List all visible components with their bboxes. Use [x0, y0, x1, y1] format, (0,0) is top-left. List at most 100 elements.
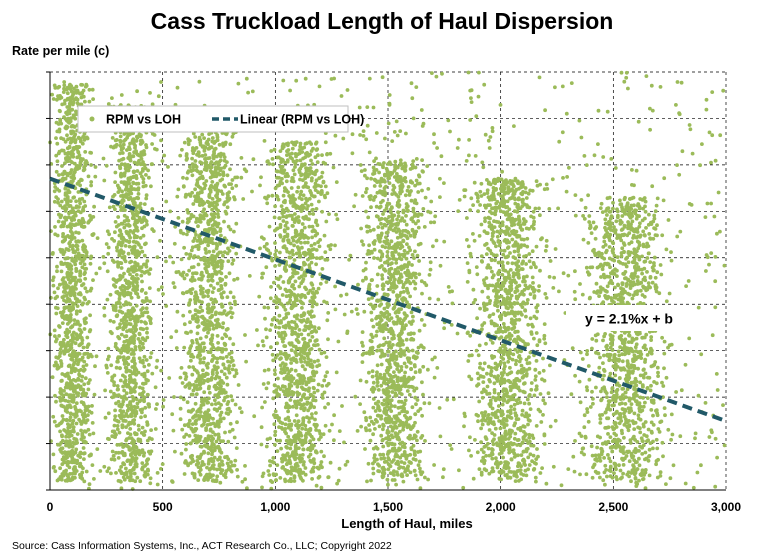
scatter-point [178, 406, 183, 411]
scatter-point [290, 390, 294, 394]
scatter-point [379, 433, 384, 438]
scatter-point [119, 243, 124, 248]
scatter-point [142, 224, 147, 229]
scatter-point [213, 432, 218, 437]
scatter-point [134, 280, 139, 284]
scatter-point [147, 286, 152, 290]
scatter-point [142, 364, 147, 369]
scatter-point [372, 184, 377, 188]
scatter-point [312, 443, 316, 448]
scatter-point [72, 161, 77, 166]
scatter-point [142, 151, 146, 156]
scatter-point [69, 168, 74, 172]
scatter-point [134, 411, 139, 416]
scatter-point [299, 332, 304, 337]
scatter-point [56, 286, 60, 291]
scatter-point [207, 457, 212, 462]
scatter-point [302, 225, 307, 230]
scatter-point [142, 371, 147, 376]
scatter-point [421, 392, 425, 397]
scatter-point [379, 383, 384, 388]
scatter-point [203, 247, 208, 252]
scatter-point [285, 232, 290, 237]
scatter-point [292, 243, 296, 248]
scatter-point [184, 442, 189, 446]
scatter-point [291, 179, 296, 184]
scatter-point [264, 386, 269, 391]
scatter-point [293, 350, 298, 354]
scatter-point [314, 449, 318, 453]
scatter-point [197, 381, 202, 386]
scatter-point [57, 282, 62, 287]
scatter-point [331, 165, 336, 170]
scatter-point [103, 415, 108, 420]
scatter-point [220, 264, 224, 269]
scatter-point [387, 181, 392, 186]
scatter-point [304, 380, 309, 385]
scatter-point [296, 334, 300, 339]
scatter-point [64, 126, 69, 131]
scatter-point [210, 139, 215, 144]
scatter-point [53, 232, 58, 237]
scatter-point [292, 172, 297, 177]
scatter-point [191, 239, 196, 244]
scatter-point [368, 197, 373, 202]
scatter-point [272, 422, 277, 427]
scatter-point [206, 350, 211, 354]
scatter-point [194, 392, 199, 397]
scatter-point [292, 475, 297, 480]
scatter-point [73, 116, 78, 121]
scatter-point [67, 262, 72, 267]
scatter-point [122, 303, 126, 307]
scatter-point [140, 425, 145, 430]
scatter-point [110, 395, 115, 400]
scatter-point [71, 425, 76, 429]
scatter-point [68, 423, 72, 428]
scatter-point [202, 477, 207, 482]
scatter-point [62, 428, 66, 432]
scatter-point [359, 169, 364, 174]
scatter-point [194, 338, 199, 342]
scatter-point [178, 375, 183, 380]
scatter-point [404, 364, 409, 369]
scatter-point [126, 218, 131, 223]
scatter-point [77, 145, 82, 149]
scatter-point [196, 255, 201, 259]
scatter-point [300, 306, 304, 310]
scatter-point [422, 401, 427, 406]
scatter-point [129, 452, 133, 456]
scatter-point [301, 463, 306, 467]
scatter-point [216, 288, 221, 293]
scatter-point [79, 428, 83, 433]
scatter-point [191, 202, 196, 206]
scatter-point [188, 309, 192, 314]
scatter-point [118, 366, 122, 370]
scatter-point [279, 370, 283, 375]
scatter-point [218, 276, 223, 281]
scatter-point [275, 175, 279, 180]
scatter-point [115, 313, 120, 318]
scatter-point [83, 276, 88, 281]
scatter-point [201, 294, 206, 299]
scatter-point [229, 460, 233, 464]
scatter-point [293, 368, 298, 373]
scatter-point [308, 338, 312, 343]
scatter-point [217, 311, 222, 316]
scatter-point [284, 357, 289, 361]
scatter-point [232, 195, 236, 200]
scatter-point [136, 295, 141, 299]
scatter-point [414, 402, 418, 407]
scatter-point [284, 453, 288, 458]
scatter-point [183, 377, 188, 381]
scatter-point [320, 209, 324, 214]
scatter-point [57, 442, 62, 447]
scatter-point [71, 113, 76, 118]
scatter-point [281, 193, 286, 198]
scatter-point [174, 329, 179, 334]
scatter-point [212, 305, 216, 310]
scatter-point [366, 215, 371, 220]
scatter-point [311, 398, 315, 403]
scatter-point [130, 266, 135, 271]
scatter-point [64, 434, 68, 439]
scatter-point [275, 438, 280, 443]
